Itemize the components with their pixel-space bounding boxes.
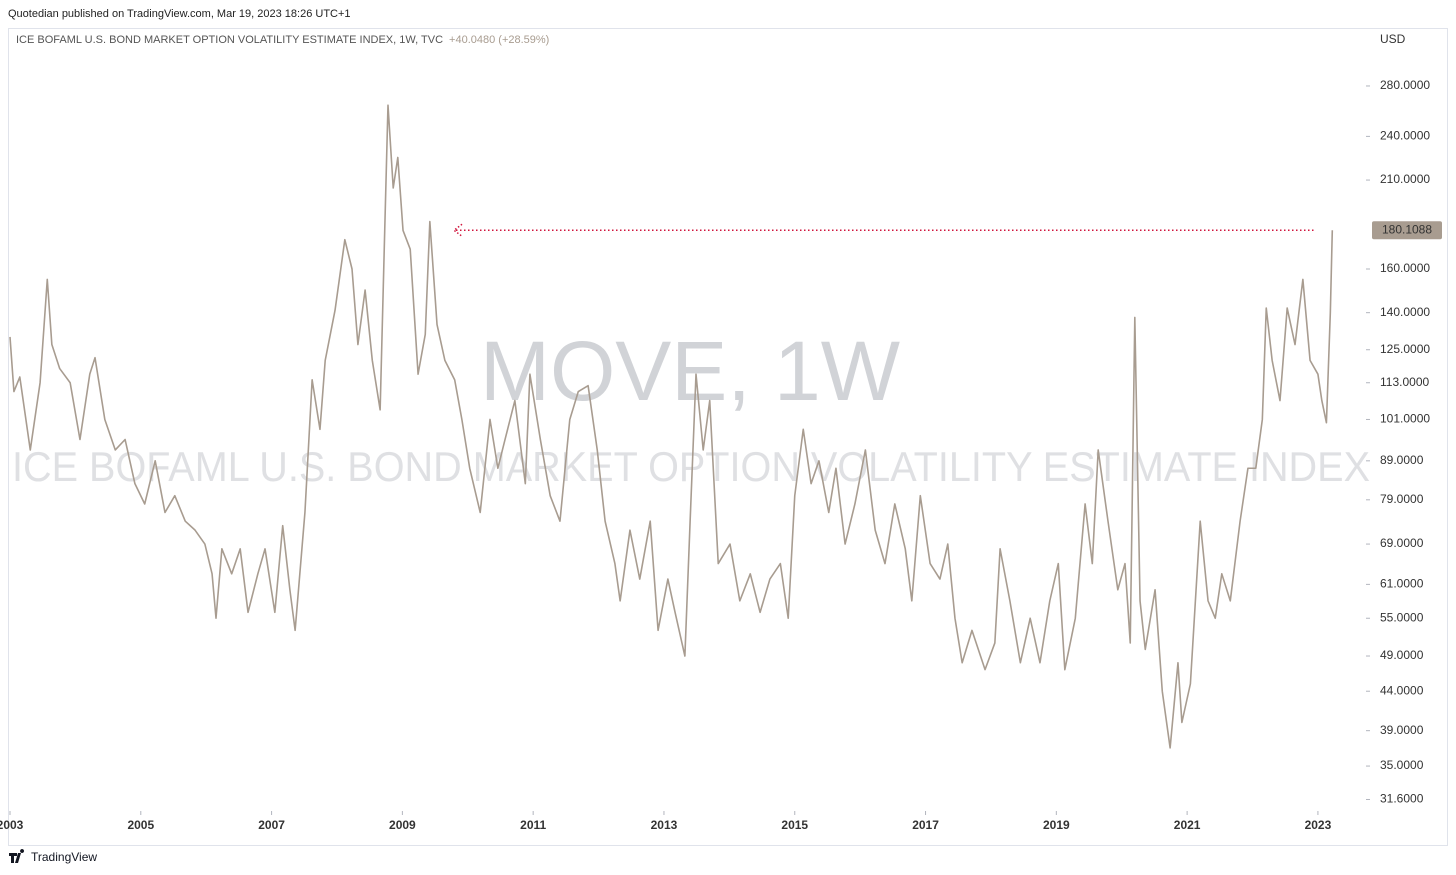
brand: TradingView: [9, 849, 97, 864]
x-tick-label: 2011: [520, 818, 546, 832]
y-tick-label: 39.0000: [1380, 723, 1424, 737]
y-tick-label: 35.0000: [1380, 758, 1424, 772]
x-tick-label: 2005: [127, 818, 154, 832]
chart-title: ICE BOFAML U.S. BOND MARKET OPTION VOLAT…: [16, 34, 443, 46]
y-tick-label: 210.0000: [1380, 172, 1430, 186]
x-tick-label: 2007: [258, 818, 285, 832]
y-tick-label: 61.0000: [1380, 577, 1424, 591]
y-tick-label: 49.0000: [1380, 648, 1424, 662]
price-line: [9, 104, 1334, 749]
y-tick-label: 160.0000: [1380, 261, 1430, 275]
y-tick-label: 55.0000: [1380, 610, 1424, 624]
y-tick-label: 280.0000: [1380, 78, 1430, 92]
x-tick-label: 2003: [0, 818, 24, 832]
x-tick-label: 2013: [651, 818, 678, 832]
watermark: MOVE, 1W: [480, 324, 900, 418]
y-tick-label: 79.0000: [1380, 492, 1424, 506]
y-tick-label: 240.0000: [1380, 129, 1430, 143]
brand-name: TradingView: [31, 850, 97, 864]
y-tick-label: 125.0000: [1380, 342, 1430, 356]
y-tick-label: 69.0000: [1380, 536, 1424, 550]
y-tick-label: 44.0000: [1380, 683, 1424, 697]
plot-area: [9, 104, 1334, 749]
price-tag-label: 180.1088: [1382, 222, 1432, 236]
x-tick-label: 2009: [389, 818, 416, 832]
y-tick-label: 101.0000: [1380, 412, 1430, 426]
currency-label: USD: [1380, 32, 1406, 46]
publisher: Quotedian published on TradingView.com, …: [8, 8, 351, 20]
y-tick-label: 140.0000: [1380, 305, 1430, 319]
brand-logo: [9, 849, 25, 863]
price-tag: [1372, 221, 1442, 240]
chart-frame: [8, 28, 1448, 846]
x-tick-label: 2021: [1174, 818, 1201, 832]
x-tick-label: 2017: [912, 818, 939, 832]
y-tick-label: 113.0000: [1380, 375, 1429, 389]
x-tick-label: 2015: [781, 818, 808, 832]
x-tick-label: 2023: [1305, 818, 1332, 832]
y-tick-label: 89.0000: [1380, 453, 1424, 467]
x-tick-label: 2019: [1043, 818, 1070, 832]
y-tick-label: 31.6000: [1380, 792, 1424, 806]
change-label: +40.0480 (+28.59%): [449, 34, 549, 46]
